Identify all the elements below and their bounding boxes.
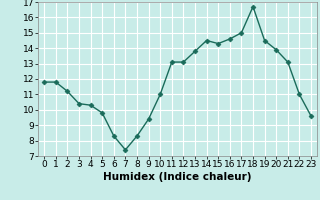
X-axis label: Humidex (Indice chaleur): Humidex (Indice chaleur) — [103, 172, 252, 182]
